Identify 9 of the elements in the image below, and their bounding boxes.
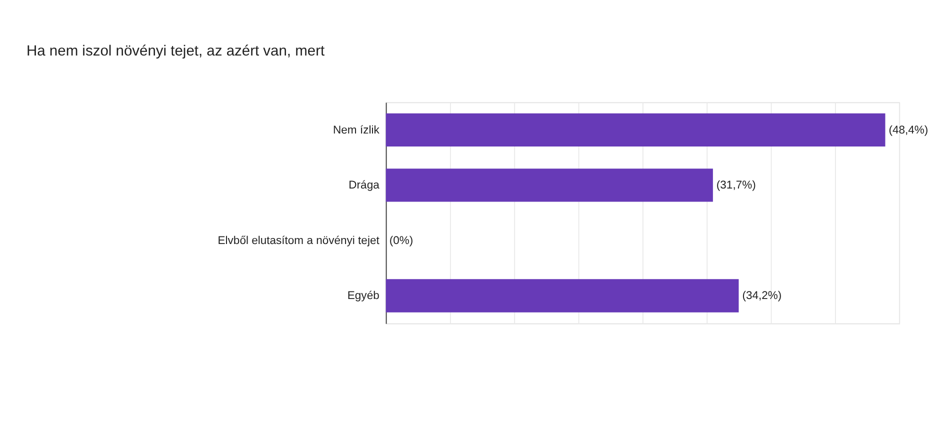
data-label: (0%) bbox=[389, 234, 414, 247]
data-label: (34,2%) bbox=[742, 290, 782, 302]
text: Ha nem iszol növényi tejet, az azért van, mert bbox=[26, 43, 325, 60]
y-tick-label: Elvből elutasítom a növényi tejet bbox=[218, 234, 380, 247]
data-label: (31,7%) bbox=[716, 180, 756, 192]
data-label: (48,4%) bbox=[888, 124, 928, 136]
y-tick-label: Egyéb bbox=[347, 290, 380, 302]
y-tick-label: Nem ízlik bbox=[333, 124, 380, 136]
y-tick-label: Drága bbox=[348, 180, 380, 192]
